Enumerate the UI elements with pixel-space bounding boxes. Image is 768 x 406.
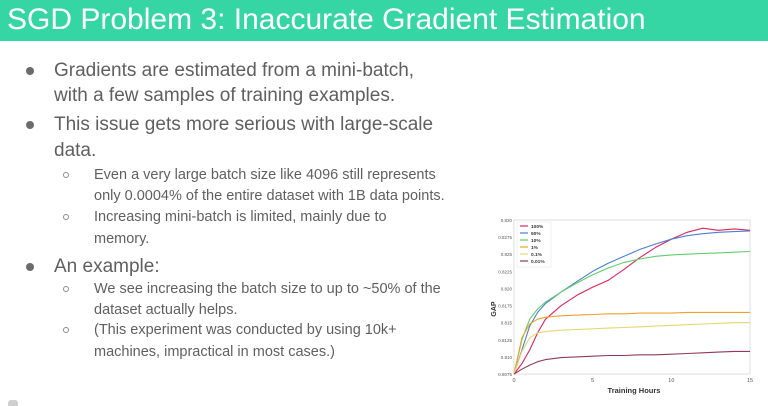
y-tick-label: 0.825 [501,252,513,257]
legend-label: 0.01% [531,259,545,265]
bullet-line: data. [54,140,97,161]
sub-bullet-line: We see increasing the batch size to up t… [94,281,441,297]
legend-box [516,221,552,268]
y-tick-label: 0.8275 [498,235,512,240]
y-tick-label: 0.8225 [498,269,512,274]
legend-label: 1% [531,245,539,251]
bullet-dot [26,121,34,129]
chart-svg: 0.8075 0.810 0.8125 0.815 0.8175 0.820 0.8225 0… [491,218,753,395]
bullet-line: This issue gets more serious with large-… [54,114,434,135]
y-tick-label: 0.815 [501,321,513,326]
slide-title: SGD Problem 3: Inaccurate Gradient Estim… [7,3,646,36]
sub-bullet-line: only 0.0004% of the entire dataset with … [94,188,445,204]
sub-bullet-line: machines, impractical in most cases.) [94,344,335,360]
sub-bullet-line: Even a very large batch size like 4096 s… [94,167,436,183]
y-tick-label: 0.810 [501,355,513,360]
x-tick-label: 15 [747,378,753,384]
bullet-line: Gradients are estimated from a mini-batc… [54,60,415,81]
sub-bullet-line: dataset actually helps. [94,302,238,318]
series-line [513,350,750,375]
y-tick-label: 0.8075 [498,372,512,377]
x-tick-label: 0 [512,378,515,384]
bullet-dot [26,67,34,75]
training-chart: 0.8075 0.810 0.8125 0.815 0.8175 0.820 0.8225 0… [486,214,756,400]
legend-label: 0.1% [531,252,543,258]
y-tick-label: 0.820 [501,286,513,291]
series-line [513,230,751,375]
legend-label: 100% [531,224,544,230]
x-tick-label: 5 [591,378,594,384]
sub-bullet-ring [63,286,69,292]
sub-bullet-line: Increasing mini-batch is limited, mainly… [94,209,387,225]
series-line [513,322,750,375]
title-bar: SGD Problem 3: Inaccurate Gradient Estim… [0,0,768,41]
bullet-line: An example: [54,256,160,277]
y-tick-label: 0.8175 [498,304,512,309]
sub-bullet-ring [63,172,69,178]
bottom-marker [8,400,18,406]
series-line [513,250,751,375]
bullet-line: with a few samples of training examples. [54,85,396,106]
series-line [513,311,750,375]
series-line [513,227,751,375]
sub-bullet-ring [63,214,69,220]
sub-bullet-line: (This experiment was conducted by using … [94,322,397,338]
y-tick-label: 0.830 [501,218,513,223]
bullet-dot [26,263,34,271]
legend-label: 10% [531,238,541,244]
x-tick-label: 10 [668,378,674,384]
sub-bullet-ring [63,327,69,333]
legend-label: 50% [531,231,541,237]
y-tick-label: 0.8125 [498,338,512,343]
chart-legend: 100%50%10%1%0.1%0.01% [516,221,552,268]
y-axis-label: GAP [491,301,498,317]
sub-bullet-line: memory. [94,231,150,247]
chart-lines [513,227,751,375]
x-axis-label: Training Hours [608,386,661,395]
